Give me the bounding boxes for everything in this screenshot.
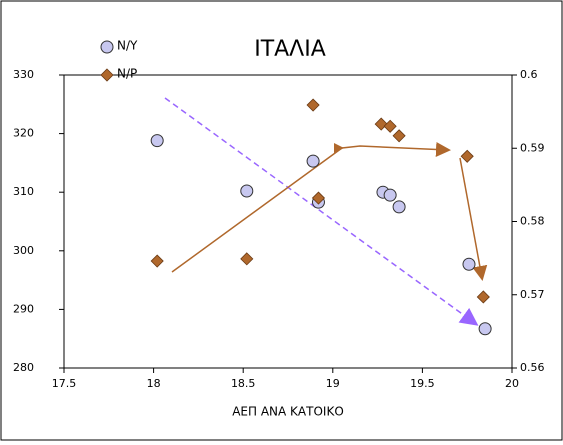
legend-label: N/Y [117, 39, 138, 53]
x-tick-label: 18.5 [231, 377, 256, 390]
point [311, 191, 326, 205]
point [374, 117, 388, 131]
trend-arrow [171, 141, 451, 273]
y-tick-label: 280 [13, 361, 34, 374]
point [478, 322, 492, 336]
point [383, 188, 397, 202]
point [150, 254, 164, 268]
x-axis-label: ΑΕΠ ΑΝΑ ΚΑΤΟΙΚΟ [232, 405, 344, 419]
x-tick-label: 17.5 [52, 377, 77, 390]
y2-tick-label: 0.56 [520, 361, 545, 374]
y-tick-label: 320 [13, 127, 34, 140]
y-tick-label: 330 [13, 68, 34, 81]
chart-title: ΙΤΑΛΙΑ [254, 37, 326, 62]
point [392, 129, 406, 143]
point [476, 290, 490, 304]
x-tick-label: 20 [505, 377, 519, 390]
y2-tick-label: 0.58 [520, 215, 545, 228]
legend-swatch [100, 40, 114, 54]
point [150, 134, 164, 148]
point [306, 154, 320, 168]
legend-swatch [100, 68, 114, 82]
point [392, 200, 406, 214]
point [306, 98, 320, 112]
point [460, 149, 474, 163]
x-tick-label: 19.5 [410, 377, 435, 390]
y-tick-label: 300 [13, 244, 34, 257]
trend-arrow [459, 157, 488, 281]
point [462, 257, 476, 271]
y-tick-label: 290 [13, 302, 34, 315]
trend-arrow [164, 97, 479, 326]
point [383, 119, 397, 133]
y2-tick-label: 0.6 [520, 68, 538, 81]
point [240, 184, 254, 198]
x-tick-label: 18 [147, 377, 161, 390]
x-tick-label: 19 [326, 377, 340, 390]
y2-tick-label: 0.59 [520, 141, 545, 154]
y-tick-label: 310 [13, 185, 34, 198]
legend-label: N/P [117, 67, 137, 81]
y2-tick-label: 0.57 [520, 288, 545, 301]
point [240, 252, 254, 266]
